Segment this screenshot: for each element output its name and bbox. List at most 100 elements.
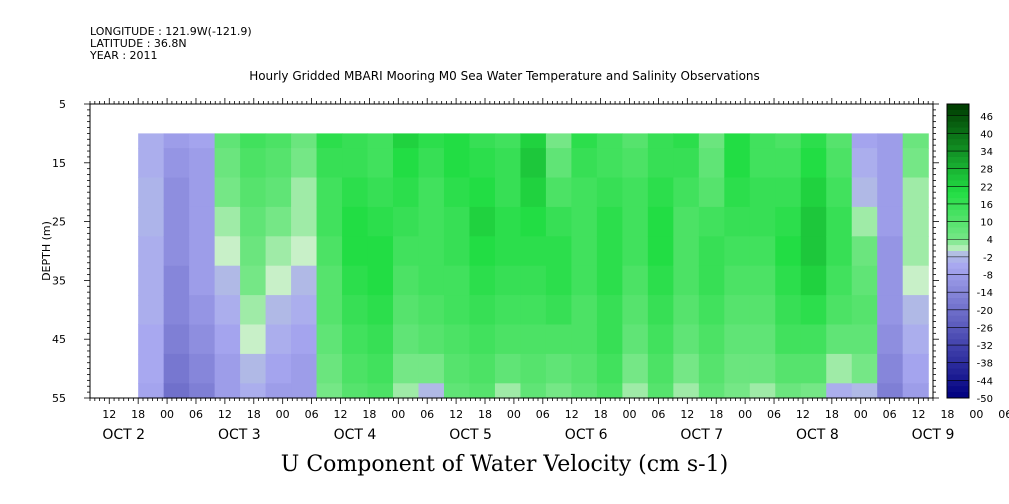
- heatmap-cell: [342, 206, 369, 237]
- heatmap-cell: [826, 353, 853, 384]
- x-tick-label: 18: [940, 408, 954, 421]
- y-tick-label: 55: [52, 392, 66, 405]
- heatmap-cell: [800, 295, 827, 326]
- heatmap-cell: [724, 236, 751, 267]
- heatmap-cell: [138, 133, 165, 149]
- heatmap-cell: [596, 133, 623, 149]
- heatmap-cell: [418, 206, 445, 237]
- heatmap-cell: [800, 133, 827, 149]
- heatmap-cell: [163, 324, 190, 355]
- heatmap-cell: [443, 295, 471, 326]
- heatmap-cell: [545, 265, 573, 296]
- colorbar-swatch: [947, 356, 969, 364]
- heatmap-cell: [418, 383, 445, 399]
- heatmap-cell: [189, 324, 216, 355]
- heatmap-cell: [673, 265, 700, 296]
- heatmap-cell: [494, 265, 522, 296]
- x-day-label: OCT 6: [565, 427, 608, 443]
- heatmap-cell: [443, 353, 471, 384]
- heatmap-cell: [393, 265, 420, 296]
- heatmap-cell: [443, 236, 471, 267]
- heatmap-cell: [724, 206, 751, 237]
- y-tick-label: 15: [52, 157, 66, 170]
- heatmap-cell: [469, 133, 496, 149]
- heatmap-cell: [596, 148, 623, 179]
- heatmap-cell: [877, 265, 904, 296]
- x-tick-label: 06: [189, 408, 203, 421]
- heatmap-cell: [316, 206, 343, 237]
- colorbar-swatch: [947, 162, 969, 170]
- colorbar-swatch: [947, 268, 969, 276]
- heatmap-cell: [826, 236, 853, 267]
- colorbar-swatch: [947, 309, 969, 317]
- heatmap-cell: [138, 236, 165, 267]
- heatmap-cell: [189, 295, 216, 326]
- latitude-label: LATITUDE : 36.8N: [90, 37, 187, 50]
- heatmap-cell: [775, 133, 802, 149]
- colorbar-swatch: [947, 104, 969, 111]
- heatmap-cell: [902, 383, 929, 399]
- x-tick-label: 00: [160, 408, 174, 421]
- colorbar-swatch: [947, 203, 969, 211]
- heatmap-cell: [189, 206, 216, 237]
- heatmap-cell: [469, 383, 496, 399]
- heatmap-cell: [571, 206, 598, 237]
- colorbar-tick-label: -50: [977, 394, 993, 405]
- heatmap-cell: [596, 265, 623, 296]
- colorbar-swatch: [947, 286, 969, 293]
- heatmap-cell: [469, 265, 496, 296]
- heatmap-cell: [826, 148, 853, 179]
- x-tick-label: 00: [507, 408, 521, 421]
- heatmap-cell: [342, 133, 369, 149]
- heatmap-cell: [393, 295, 420, 326]
- chart-caption: U Component of Water Velocity (cm s-1): [280, 452, 729, 477]
- heatmap-cell: [826, 295, 853, 326]
- heatmap-cell: [673, 133, 700, 149]
- heatmap-cell: [571, 148, 598, 179]
- colorbar-tick-label: -8: [983, 271, 993, 282]
- heatmap-cell: [138, 148, 165, 179]
- heatmap-cell: [367, 265, 394, 296]
- x-tick-label: 06: [305, 408, 319, 421]
- colorbar-swatch: [947, 374, 969, 381]
- heatmap-cell: [291, 353, 318, 384]
- heatmap-cell: [316, 383, 343, 399]
- heatmap-cell: [775, 324, 802, 355]
- heatmap-cell: [851, 133, 878, 149]
- heatmap-cell: [647, 148, 674, 179]
- heatmap-cell: [342, 236, 369, 267]
- heatmap-cell: [214, 236, 241, 267]
- heatmap-cell: [469, 353, 496, 384]
- heatmap-cell: [240, 133, 267, 149]
- heatmap-cell: [673, 206, 700, 237]
- heatmap-cell: [596, 177, 623, 208]
- heatmap-cell: [520, 353, 547, 384]
- heatmap-cell: [367, 133, 394, 149]
- heatmap-cell: [800, 177, 827, 208]
- x-minor-ticks: [89, 98, 934, 404]
- colorbar-swatch: [947, 145, 969, 152]
- heatmap-cell: [214, 265, 241, 296]
- colorbar: 46 40 34 28 22 16 10 4 -2 -8 -14 -20 -26 -32 -38 -44 -50: [946, 103, 993, 405]
- heatmap-cell: [240, 295, 267, 326]
- heatmap-cell: [469, 295, 496, 326]
- heatmap-cell: [342, 295, 369, 326]
- heatmap-cell: [163, 295, 190, 326]
- x-tick-label: 18: [131, 408, 145, 421]
- colorbar-swatch: [947, 333, 969, 340]
- heatmap-cell: [698, 148, 725, 179]
- heatmap-cell: [214, 148, 241, 179]
- heatmap-cell: [240, 265, 267, 296]
- colorbar-swatch: [947, 262, 969, 270]
- heatmap-cell: [316, 353, 343, 384]
- heatmap-cell: [189, 133, 216, 149]
- heatmap-cell: [749, 324, 776, 355]
- heatmap-cell: [545, 177, 573, 208]
- heatmap-cell: [163, 148, 190, 179]
- heatmap-cell: [393, 148, 420, 179]
- heatmap-cell: [698, 177, 725, 208]
- colorbar-swatch: [947, 350, 969, 358]
- x-tick-label: 12: [218, 408, 232, 421]
- heatmap-cell: [494, 206, 522, 237]
- heatmap-cell: [342, 177, 369, 208]
